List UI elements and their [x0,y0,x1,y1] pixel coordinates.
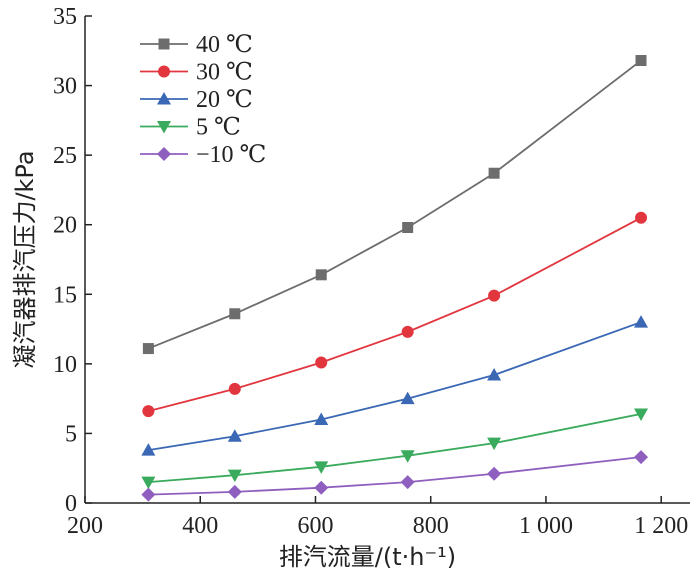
legend-item: 20 ℃ [140,87,253,113]
data-point [487,437,502,451]
legend-marker [158,65,170,78]
y-tick-label: 5 [65,421,77,447]
data-point [227,484,242,499]
legend: 40 ℃30 ℃20 ℃5 ℃−10 ℃ [140,32,266,168]
series-line [148,59,642,350]
data-point [634,315,649,328]
x-tick-label: 200 [67,513,103,539]
data-point [634,408,649,421]
series-2 [142,211,648,418]
data-point [635,211,648,224]
x-tick-label: 600 [297,513,333,539]
data-point [401,325,414,338]
data-point [227,429,242,442]
data-point [400,450,415,463]
series-4 [141,408,649,490]
series-line [148,456,642,496]
y-tick-label: 35 [53,4,77,30]
data-point [141,443,156,456]
legend-label: 5 ℃ [196,115,241,141]
y-tick-label: 10 [53,352,77,378]
data-point [315,356,328,369]
data-point [402,221,414,233]
legend-item: 5 ℃ [140,115,241,141]
legend-label: 20 ℃ [196,87,253,113]
legend-label: 40 ℃ [196,32,253,58]
y-tick-label: 0 [65,491,77,517]
y-axis-title: 凝汽器排汽压力/kPa [11,150,39,368]
x-tick-label: 1 200 [634,513,688,539]
series-line [148,413,642,484]
y-tick-label: 25 [53,143,77,169]
data-point [141,476,156,490]
legend-label: −10 ℃ [196,142,266,168]
legend-marker [157,92,171,105]
data-point [635,55,647,67]
data-point [634,450,649,465]
x-tick-label: 1 000 [519,513,573,539]
series-5 [141,450,649,502]
data-point [314,480,329,495]
x-tick-label: 800 [413,513,449,539]
data-point [314,461,329,474]
data-point [142,405,155,418]
data-point [488,289,501,302]
data-point [400,391,415,405]
legend-marker [158,38,170,50]
y-tick-label: 30 [53,74,77,100]
data-point [487,367,502,381]
x-tick-label: 400 [182,513,218,539]
data-point [228,382,241,395]
y-tick-label: 15 [53,282,77,308]
legend-item: 30 ℃ [140,60,253,86]
series-line [148,216,642,413]
y-tick-label: 20 [53,213,77,239]
series-line [148,321,642,452]
legend-marker [157,121,171,134]
x-axis-title: 排汽流量/(t·h⁻¹) [279,543,456,571]
data-point [487,466,502,481]
data-point [141,487,156,502]
series-1 [142,55,647,355]
legend-marker [157,147,171,161]
data-point [142,343,154,355]
data-point [488,167,500,179]
legend-label: 30 ℃ [196,60,253,86]
legend-item: −10 ℃ [140,142,266,168]
data-point [315,269,327,281]
data-point [227,469,242,483]
series-3 [141,315,649,456]
data-point [229,308,241,320]
legend-item: 40 ℃ [140,32,253,58]
data-point [400,475,415,490]
data-point [314,412,329,426]
